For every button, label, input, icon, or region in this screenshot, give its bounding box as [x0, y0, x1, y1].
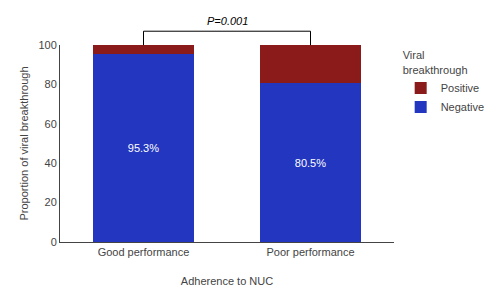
svg-text:Negative: Negative: [441, 101, 484, 113]
svg-text:100: 100: [38, 39, 56, 51]
svg-text:Viralbreakthrough: Viralbreakthrough: [403, 49, 468, 75]
svg-text:Proportion of viral breakthrou: Proportion of viral breakthrough: [18, 66, 30, 220]
svg-text:Adherence to NUC: Adherence to NUC: [181, 275, 273, 287]
svg-text:60: 60: [45, 118, 57, 130]
svg-text:P=0.001: P=0.001: [207, 15, 248, 27]
svg-text:20: 20: [45, 196, 57, 208]
svg-text:95.3%: 95.3%: [128, 142, 159, 154]
svg-text:Positive: Positive: [441, 82, 480, 94]
svg-text:80.5%: 80.5%: [295, 157, 326, 169]
svg-text:80: 80: [45, 78, 57, 90]
svg-text:Poor performance: Poor performance: [266, 246, 354, 258]
svg-text:Good performance: Good performance: [98, 246, 190, 258]
svg-text:0: 0: [51, 236, 57, 248]
svg-text:40: 40: [45, 157, 57, 169]
